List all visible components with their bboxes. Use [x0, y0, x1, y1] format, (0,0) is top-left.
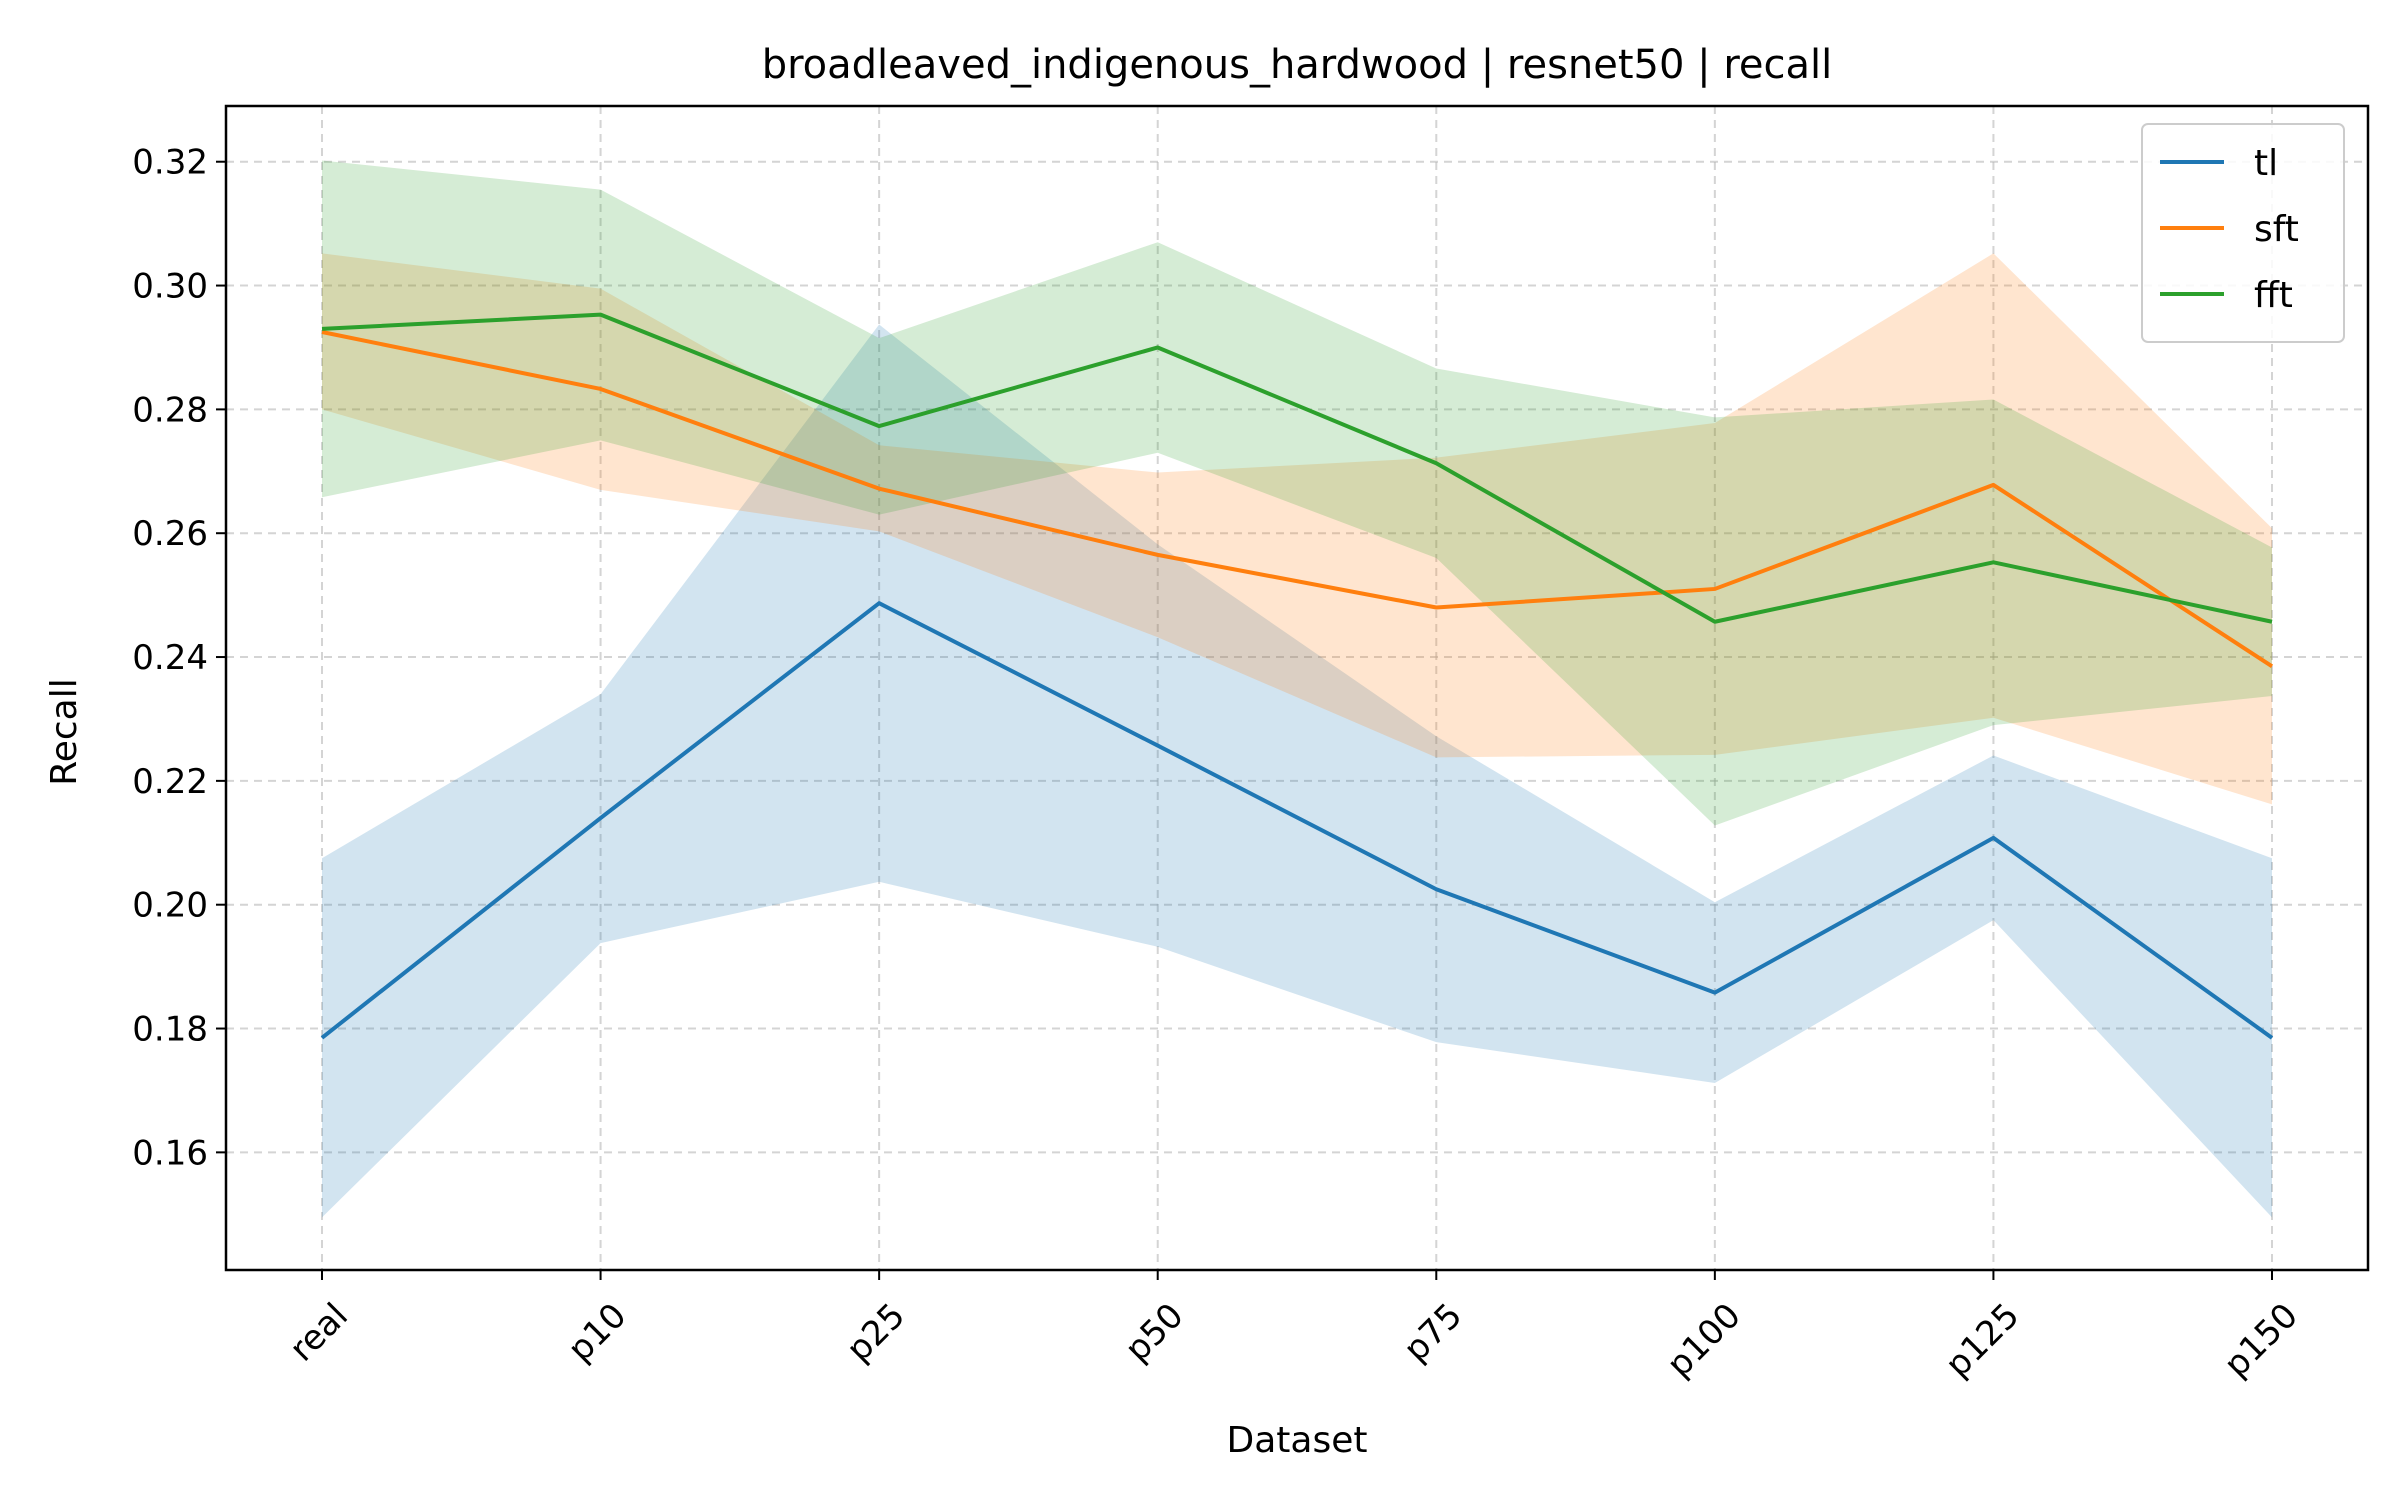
grid-lines [226, 106, 2368, 1270]
band-sft [322, 253, 2272, 805]
y-tick-label: 0.16 [132, 1133, 208, 1173]
x-tick-label: p125 [1938, 1296, 2027, 1385]
y-tick-label: 0.18 [132, 1010, 208, 1050]
x-tick-label: p10 [560, 1296, 634, 1370]
x-tick-label: p50 [1117, 1296, 1191, 1370]
y-tick-label: 0.26 [132, 514, 208, 554]
x-axis-ticks: real p10 p25 p50 p75 p100 p125 p150 [282, 1270, 2306, 1385]
series-lines [320, 312, 2274, 1040]
line-tl [320, 601, 2274, 1040]
x-tick-label: p25 [839, 1296, 913, 1370]
x-axis-label: Dataset [1227, 1420, 1368, 1461]
x-tick-label: p150 [2216, 1296, 2305, 1385]
y-tick-label: 0.30 [132, 267, 208, 307]
y-axis-ticks: 0.16 0.18 0.20 0.22 0.24 0.26 0.28 0.30 0.32 [132, 143, 226, 1173]
x-tick-label: p100 [1659, 1296, 1748, 1385]
band-tl [322, 324, 2272, 1218]
legend-label-tl: tl [2254, 143, 2278, 184]
y-tick-label: 0.20 [132, 886, 208, 926]
x-tick-label: real [282, 1296, 356, 1370]
confidence-bands [322, 160, 2272, 1218]
band-fft [322, 160, 2272, 826]
legend-label-fft: fft [2254, 275, 2293, 316]
chart-title: broadleaved_indigenous_hardwood | resnet… [762, 42, 1833, 88]
legend-frame [2141, 123, 2345, 343]
line-fft [321, 312, 2273, 624]
y-tick-label: 0.28 [132, 390, 208, 430]
legend-label-sft: sft [2254, 209, 2299, 250]
plot-frame [224, 104, 2370, 1272]
y-tick-label: 0.32 [132, 143, 208, 183]
y-tick-label: 0.22 [132, 762, 208, 802]
x-tick-label: p75 [1396, 1296, 1470, 1370]
legend: tl sft fft [2141, 123, 2345, 343]
y-axis-label: Recall [44, 678, 85, 785]
y-tick-label: 0.24 [132, 638, 208, 678]
line-sft [321, 330, 2274, 669]
